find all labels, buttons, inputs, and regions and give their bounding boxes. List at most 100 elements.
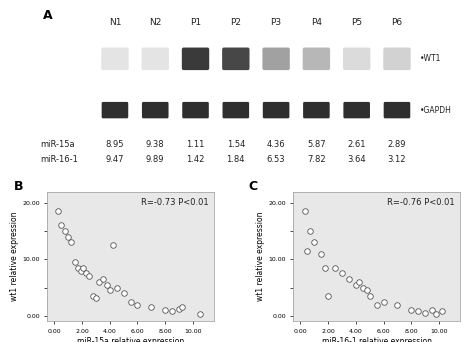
Text: miR-15a: miR-15a bbox=[40, 140, 75, 149]
Text: 2.61: 2.61 bbox=[347, 140, 366, 149]
Text: P6: P6 bbox=[392, 18, 402, 27]
Point bbox=[428, 307, 436, 313]
FancyBboxPatch shape bbox=[343, 102, 370, 118]
FancyBboxPatch shape bbox=[101, 102, 128, 118]
Text: 3.12: 3.12 bbox=[388, 155, 406, 164]
Text: •WT1: •WT1 bbox=[419, 54, 441, 63]
Point bbox=[99, 276, 107, 282]
Point bbox=[324, 293, 332, 299]
FancyBboxPatch shape bbox=[222, 48, 249, 70]
Text: 1.42: 1.42 bbox=[186, 155, 205, 164]
Y-axis label: wt1 relative expression: wt1 relative expression bbox=[256, 212, 265, 301]
Point bbox=[359, 285, 366, 290]
Text: C: C bbox=[249, 180, 258, 193]
Point bbox=[82, 271, 90, 276]
Text: B: B bbox=[14, 180, 24, 193]
Point bbox=[303, 248, 311, 253]
FancyBboxPatch shape bbox=[263, 102, 290, 118]
Point bbox=[301, 209, 309, 214]
Point bbox=[438, 308, 446, 314]
Point bbox=[408, 307, 415, 313]
Point bbox=[421, 310, 429, 316]
Point bbox=[62, 228, 69, 234]
Text: 4.36: 4.36 bbox=[267, 140, 285, 149]
Point bbox=[168, 308, 176, 314]
Point bbox=[393, 302, 401, 307]
Text: P1: P1 bbox=[190, 18, 201, 27]
Point bbox=[67, 240, 75, 245]
Point bbox=[306, 228, 314, 234]
Point bbox=[106, 288, 114, 293]
Point bbox=[127, 299, 134, 304]
Text: A: A bbox=[43, 9, 52, 22]
X-axis label: miR-16-1 relative expression: miR-16-1 relative expression bbox=[322, 337, 432, 342]
Point bbox=[55, 209, 62, 214]
Point bbox=[310, 240, 318, 245]
Text: P2: P2 bbox=[230, 18, 241, 27]
Text: miR-16-1: miR-16-1 bbox=[40, 155, 78, 164]
FancyBboxPatch shape bbox=[142, 102, 169, 118]
FancyBboxPatch shape bbox=[182, 48, 209, 70]
Text: 9.38: 9.38 bbox=[146, 140, 164, 149]
Text: 5.87: 5.87 bbox=[307, 140, 326, 149]
Point bbox=[345, 276, 353, 282]
Point bbox=[380, 299, 387, 304]
Text: 7.82: 7.82 bbox=[307, 155, 326, 164]
Text: 9.89: 9.89 bbox=[146, 155, 164, 164]
Point bbox=[147, 305, 155, 310]
Point bbox=[175, 306, 183, 312]
Text: 9.47: 9.47 bbox=[106, 155, 124, 164]
FancyBboxPatch shape bbox=[182, 102, 209, 118]
FancyBboxPatch shape bbox=[343, 48, 370, 70]
Point bbox=[321, 265, 329, 271]
Point bbox=[85, 274, 93, 279]
Point bbox=[355, 279, 363, 285]
Point bbox=[432, 312, 440, 317]
Text: 6.53: 6.53 bbox=[267, 155, 285, 164]
Text: 1.84: 1.84 bbox=[227, 155, 245, 164]
FancyBboxPatch shape bbox=[383, 102, 410, 118]
Point bbox=[363, 288, 371, 293]
Point bbox=[109, 242, 116, 248]
Text: 1.11: 1.11 bbox=[186, 140, 205, 149]
FancyBboxPatch shape bbox=[383, 48, 410, 70]
Point bbox=[161, 307, 169, 313]
Point bbox=[74, 265, 82, 271]
Point bbox=[373, 302, 381, 307]
Point bbox=[64, 234, 72, 239]
Point bbox=[95, 279, 102, 285]
Text: R=-0.76 P<0.01: R=-0.76 P<0.01 bbox=[387, 198, 455, 207]
Point bbox=[134, 302, 141, 307]
Point bbox=[178, 305, 186, 310]
Point bbox=[318, 251, 325, 256]
Point bbox=[89, 293, 97, 299]
Text: P3: P3 bbox=[271, 18, 282, 27]
Text: 1.54: 1.54 bbox=[227, 140, 245, 149]
Point bbox=[71, 260, 79, 265]
FancyBboxPatch shape bbox=[142, 48, 169, 70]
Point bbox=[414, 308, 422, 314]
Y-axis label: wt1 relative expression: wt1 relative expression bbox=[10, 212, 19, 301]
Point bbox=[103, 282, 111, 288]
Point bbox=[352, 282, 360, 288]
Text: 8.95: 8.95 bbox=[106, 140, 124, 149]
FancyBboxPatch shape bbox=[303, 102, 330, 118]
Point bbox=[113, 285, 120, 290]
FancyBboxPatch shape bbox=[222, 102, 249, 118]
Text: P4: P4 bbox=[311, 18, 322, 27]
Point bbox=[77, 268, 84, 273]
Text: N2: N2 bbox=[149, 18, 162, 27]
Point bbox=[331, 265, 339, 271]
Text: 2.89: 2.89 bbox=[388, 140, 406, 149]
Text: 3.64: 3.64 bbox=[347, 155, 366, 164]
Point bbox=[338, 271, 346, 276]
Point bbox=[196, 312, 204, 317]
Text: P5: P5 bbox=[351, 18, 362, 27]
Text: •GAPDH: •GAPDH bbox=[419, 106, 451, 115]
FancyBboxPatch shape bbox=[263, 48, 290, 70]
Point bbox=[92, 295, 100, 301]
Point bbox=[120, 290, 128, 296]
Text: R=-0.73 P<0.01: R=-0.73 P<0.01 bbox=[141, 198, 209, 207]
Point bbox=[80, 265, 87, 271]
Point bbox=[366, 293, 374, 299]
